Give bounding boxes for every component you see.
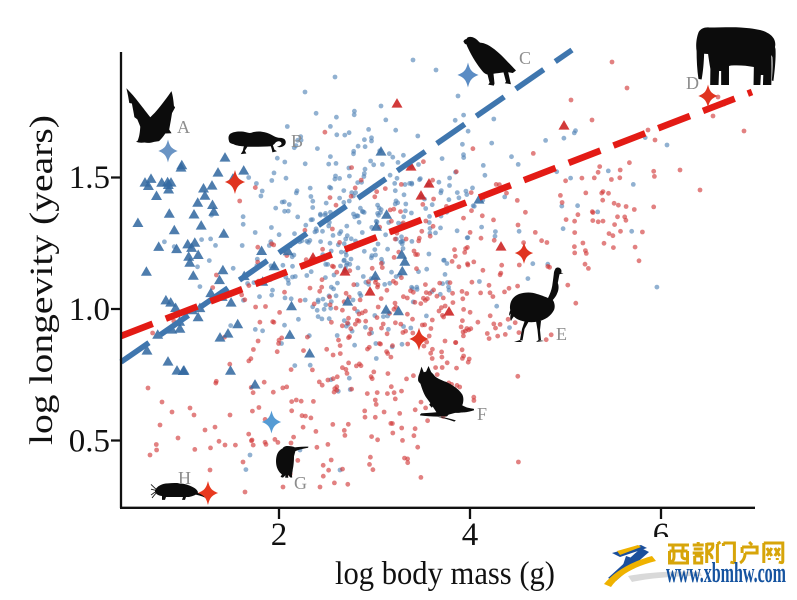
svg-text:F: F	[477, 404, 487, 424]
svg-text:1.5: 1.5	[69, 160, 110, 196]
svg-text:C: C	[519, 48, 531, 68]
svg-text:H: H	[178, 468, 191, 488]
svg-text:log longevity (years): log longevity (years)	[24, 115, 60, 445]
svg-text:E: E	[556, 324, 567, 344]
svg-text:0.5: 0.5	[69, 424, 110, 460]
svg-text:G: G	[294, 473, 307, 493]
svg-text:B: B	[291, 131, 303, 151]
svg-text:D: D	[686, 73, 699, 93]
svg-text:A: A	[177, 117, 190, 137]
svg-text:www.xbmhw.com: www.xbmhw.com	[666, 558, 786, 589]
svg-text:2: 2	[271, 517, 288, 553]
svg-text:log body mass (g): log body mass (g)	[335, 556, 555, 592]
svg-text:1.0: 1.0	[69, 292, 110, 328]
svg-text:4: 4	[462, 517, 479, 553]
